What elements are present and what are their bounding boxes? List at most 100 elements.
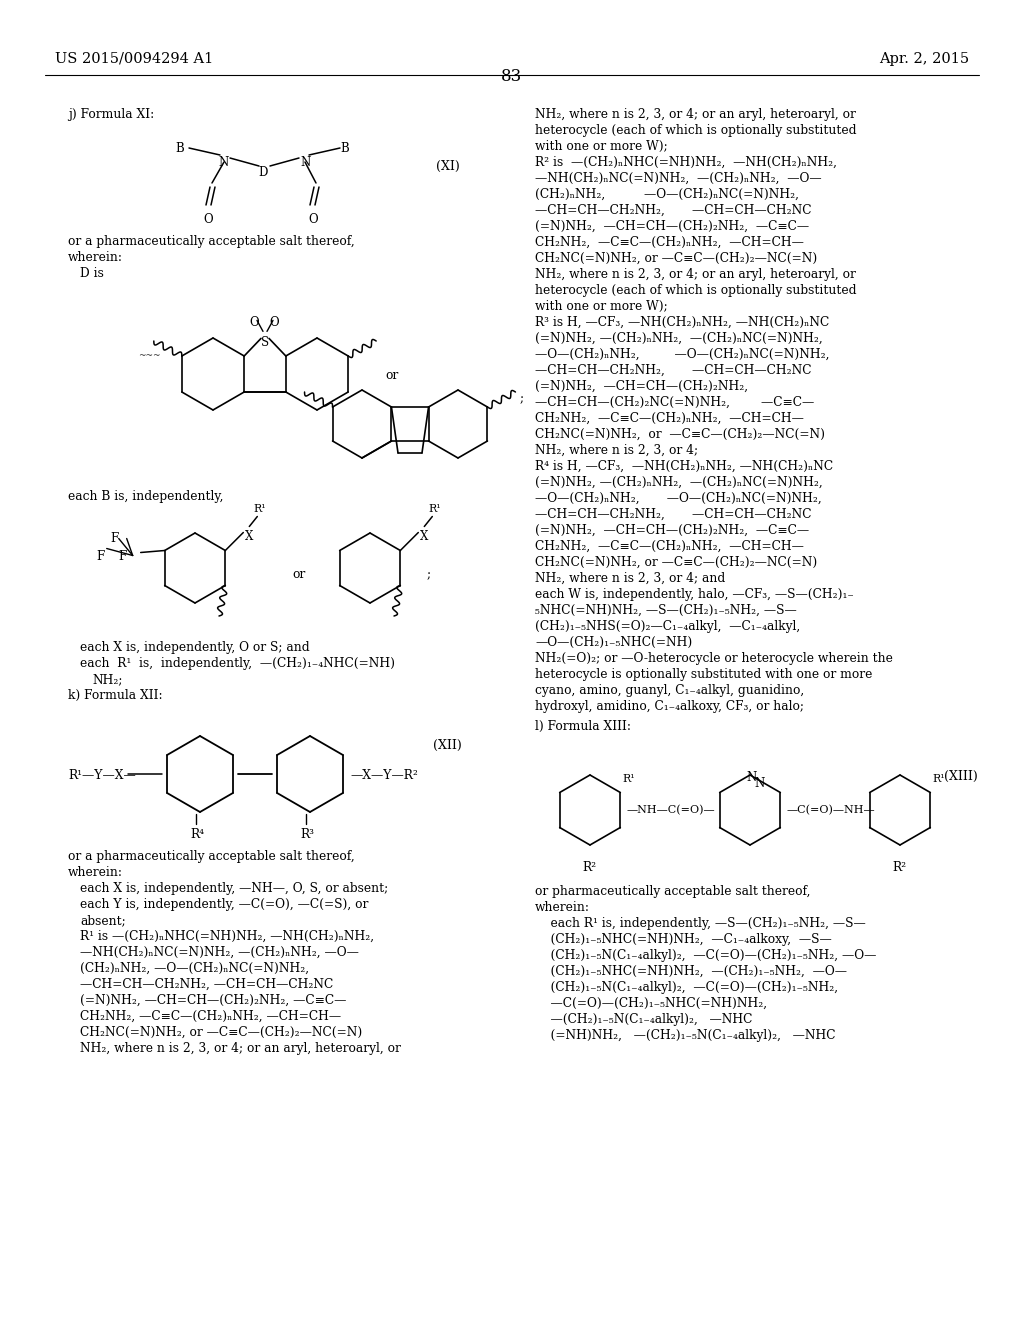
- Text: X: X: [420, 531, 429, 544]
- Text: R³ is H, —CF₃, —NH(CH₂)ₙNH₂, —NH(CH₂)ₙNC: R³ is H, —CF₃, —NH(CH₂)ₙNH₂, —NH(CH₂)ₙNC: [535, 315, 829, 329]
- Text: —O—(CH₂)ₙNH₂,         —O—(CH₂)ₙNC(=N)NH₂,: —O—(CH₂)ₙNH₂, —O—(CH₂)ₙNC(=N)NH₂,: [535, 348, 829, 360]
- Text: R¹: R¹: [253, 504, 266, 515]
- Text: R²: R²: [892, 861, 906, 874]
- Text: heterocycle (each of which is optionally substituted: heterocycle (each of which is optionally…: [535, 124, 856, 137]
- Text: NH₂, where n is 2, 3, or 4; or an aryl, heteroaryl, or: NH₂, where n is 2, 3, or 4; or an aryl, …: [80, 1041, 400, 1055]
- Text: with one or more W);: with one or more W);: [535, 300, 668, 313]
- Text: CH₂NC(=N)NH₂, or —C≡C—(CH₂)₂—NC(=N): CH₂NC(=N)NH₂, or —C≡C—(CH₂)₂—NC(=N): [80, 1026, 362, 1039]
- Text: —NH—C(=O)—: —NH—C(=O)—: [627, 805, 716, 816]
- Text: N: N: [746, 771, 757, 784]
- Text: each B is, independently,: each B is, independently,: [68, 490, 223, 503]
- Text: R¹—Y—X—: R¹—Y—X—: [68, 770, 136, 781]
- Text: j) Formula XI:: j) Formula XI:: [68, 108, 155, 121]
- Text: each R¹ is, independently, —S—(CH₂)₁₋₅NH₂, —S—: each R¹ is, independently, —S—(CH₂)₁₋₅NH…: [535, 917, 865, 931]
- Text: wherein:: wherein:: [535, 902, 590, 913]
- Text: —X—Y—R²: —X—Y—R²: [350, 770, 418, 781]
- Text: F: F: [111, 532, 119, 545]
- Text: (=N)NH₂, —CH=CH—(CH₂)₂NH₂, —C≡C—: (=N)NH₂, —CH=CH—(CH₂)₂NH₂, —C≡C—: [80, 994, 346, 1007]
- Text: S: S: [261, 337, 269, 350]
- Text: R⁴ is H, —CF₃,  —NH(CH₂)ₙNH₂, —NH(CH₂)ₙNC: R⁴ is H, —CF₃, —NH(CH₂)ₙNH₂, —NH(CH₂)ₙNC: [535, 459, 834, 473]
- Text: —CH=CH—CH₂NH₂,       —CH=CH—CH₂NC: —CH=CH—CH₂NH₂, —CH=CH—CH₂NC: [535, 205, 811, 216]
- Text: with one or more W);: with one or more W);: [535, 140, 668, 153]
- Text: (CH₂)₁₋₅NHC(=NH)NH₂,  —C₁₋₄alkoxy,  —S—: (CH₂)₁₋₅NHC(=NH)NH₂, —C₁₋₄alkoxy, —S—: [535, 933, 831, 946]
- Text: X: X: [246, 531, 254, 544]
- Text: each Y is, independently, —C(=O), —C(=S), or: each Y is, independently, —C(=O), —C(=S)…: [80, 898, 369, 911]
- Text: NH₂, where n is 2, 3, or 4; or an aryl, heteroaryl, or: NH₂, where n is 2, 3, or 4; or an aryl, …: [535, 268, 856, 281]
- Text: O: O: [269, 317, 279, 330]
- Text: (XII): (XII): [433, 739, 462, 752]
- Text: (=N)NH₂, —(CH₂)ₙNH₂,  —(CH₂)ₙNC(=N)NH₂,: (=N)NH₂, —(CH₂)ₙNH₂, —(CH₂)ₙNC(=N)NH₂,: [535, 477, 822, 488]
- Text: or a pharmaceutically acceptable salt thereof,: or a pharmaceutically acceptable salt th…: [68, 235, 354, 248]
- Text: —O—(CH₂)ₙNH₂,       —O—(CH₂)ₙNC(=N)NH₂,: —O—(CH₂)ₙNH₂, —O—(CH₂)ₙNC(=N)NH₂,: [535, 492, 821, 506]
- Text: R³: R³: [300, 828, 314, 841]
- Text: NH₂;: NH₂;: [92, 673, 123, 686]
- Text: B: B: [175, 143, 183, 154]
- Text: or: or: [292, 568, 305, 581]
- Text: R¹ is —(CH₂)ₙNHC(=NH)NH₂, —NH(CH₂)ₙNH₂,: R¹ is —(CH₂)ₙNHC(=NH)NH₂, —NH(CH₂)ₙNH₂,: [80, 931, 374, 942]
- Text: (CH₂)ₙNH₂, —O—(CH₂)ₙNC(=N)NH₂,: (CH₂)ₙNH₂, —O—(CH₂)ₙNC(=N)NH₂,: [80, 962, 309, 975]
- Text: US 2015/0094294 A1: US 2015/0094294 A1: [55, 51, 213, 66]
- Text: Apr. 2, 2015: Apr. 2, 2015: [879, 51, 969, 66]
- Text: —C(=O)—(CH₂)₁₋₅NHC(=NH)NH₂,: —C(=O)—(CH₂)₁₋₅NHC(=NH)NH₂,: [535, 997, 767, 1010]
- Text: wherein:: wherein:: [68, 251, 123, 264]
- Text: N: N: [754, 777, 764, 789]
- Text: O: O: [203, 213, 213, 226]
- Text: ~~~: ~~~: [138, 351, 161, 360]
- Text: absent;: absent;: [80, 913, 126, 927]
- Text: D is: D is: [80, 267, 103, 280]
- Text: (=N)NH₂, —(CH₂)ₙNH₂,  —(CH₂)ₙNC(=N)NH₂,: (=N)NH₂, —(CH₂)ₙNH₂, —(CH₂)ₙNC(=N)NH₂,: [535, 333, 822, 345]
- Text: R¹: R¹: [932, 775, 945, 784]
- Text: CH₂NC(=N)NH₂,  or  —C≡C—(CH₂)₂—NC(=N): CH₂NC(=N)NH₂, or —C≡C—(CH₂)₂—NC(=N): [535, 428, 825, 441]
- Text: —CH=CH—CH₂NH₂,       —CH=CH—CH₂NC: —CH=CH—CH₂NH₂, —CH=CH—CH₂NC: [535, 364, 811, 378]
- Text: heterocycle (each of which is optionally substituted: heterocycle (each of which is optionally…: [535, 284, 856, 297]
- Text: (CH₂)₁₋₅NHC(=NH)NH₂,  —(CH₂)₁₋₅NH₂,  —O—: (CH₂)₁₋₅NHC(=NH)NH₂, —(CH₂)₁₋₅NH₂, —O—: [535, 965, 847, 978]
- Text: CH₂NH₂,  —C≡C—(CH₂)ₙNH₂,  —CH=CH—: CH₂NH₂, —C≡C—(CH₂)ₙNH₂, —CH=CH—: [535, 236, 804, 249]
- Text: F: F: [96, 550, 104, 564]
- Text: R² is  —(CH₂)ₙNHC(=NH)NH₂,  —NH(CH₂)ₙNH₂,: R² is —(CH₂)ₙNHC(=NH)NH₂, —NH(CH₂)ₙNH₂,: [535, 156, 837, 169]
- Text: NH₂(=O)₂; or —O-heterocycle or heterocycle wherein the: NH₂(=O)₂; or —O-heterocycle or heterocyc…: [535, 652, 893, 665]
- Text: or: or: [385, 370, 398, 381]
- Text: ;: ;: [427, 568, 431, 581]
- Text: (XI): (XI): [436, 160, 460, 173]
- Text: (XIII): (XIII): [944, 770, 978, 783]
- Text: l) Formula XIII:: l) Formula XIII:: [535, 719, 631, 733]
- Text: 83: 83: [502, 69, 522, 84]
- Text: or pharmaceutically acceptable salt thereof,: or pharmaceutically acceptable salt ther…: [535, 884, 811, 898]
- Text: (CH₂)₁₋₅N(C₁₋₄alkyl)₂,  —C(=O)—(CH₂)₁₋₅NH₂, —O—: (CH₂)₁₋₅N(C₁₋₄alkyl)₂, —C(=O)—(CH₂)₁₋₅NH…: [535, 949, 877, 962]
- Text: NH₂, where n is 2, 3, or 4; and: NH₂, where n is 2, 3, or 4; and: [535, 572, 725, 585]
- Text: cyano, amino, guanyl, C₁₋₄alkyl, guanidino,: cyano, amino, guanyl, C₁₋₄alkyl, guanidi…: [535, 684, 804, 697]
- Text: D: D: [258, 166, 267, 180]
- Text: —CH=CH—CH₂NH₂,       —CH=CH—CH₂NC: —CH=CH—CH₂NH₂, —CH=CH—CH₂NC: [535, 508, 811, 521]
- Text: CH₂NH₂,  —C≡C—(CH₂)ₙNH₂,  —CH=CH—: CH₂NH₂, —C≡C—(CH₂)ₙNH₂, —CH=CH—: [535, 412, 804, 425]
- Text: each X is, independently, —NH—, O, S, or absent;: each X is, independently, —NH—, O, S, or…: [80, 882, 388, 895]
- Text: O: O: [249, 317, 259, 330]
- Text: or a pharmaceutically acceptable salt thereof,: or a pharmaceutically acceptable salt th…: [68, 850, 354, 863]
- Text: —CH=CH—CH₂NH₂, —CH=CH—CH₂NC: —CH=CH—CH₂NH₂, —CH=CH—CH₂NC: [80, 978, 333, 991]
- Text: CH₂NC(=N)NH₂, or —C≡C—(CH₂)₂—NC(=N): CH₂NC(=N)NH₂, or —C≡C—(CH₂)₂—NC(=N): [535, 252, 817, 265]
- Text: F: F: [119, 550, 127, 564]
- Text: (=NH)NH₂,   —(CH₂)₁₋₅N(C₁₋₄alkyl)₂,   —NHC: (=NH)NH₂, —(CH₂)₁₋₅N(C₁₋₄alkyl)₂, —NHC: [535, 1030, 836, 1041]
- Text: N: N: [300, 156, 310, 169]
- Text: each X is, independently, O or S; and: each X is, independently, O or S; and: [80, 642, 309, 653]
- Text: B: B: [340, 143, 349, 154]
- Text: ₅NHC(=NH)NH₂, —S—(CH₂)₁₋₅NH₂, —S—: ₅NHC(=NH)NH₂, —S—(CH₂)₁₋₅NH₂, —S—: [535, 605, 797, 616]
- Text: R¹: R¹: [428, 504, 441, 515]
- Text: ;: ;: [519, 392, 523, 405]
- Text: R⁴: R⁴: [190, 828, 204, 841]
- Text: N: N: [218, 156, 228, 169]
- Text: (CH₂)₁₋₅NHS(=O)₂—C₁₋₄alkyl,  —C₁₋₄alkyl,: (CH₂)₁₋₅NHS(=O)₂—C₁₋₄alkyl, —C₁₋₄alkyl,: [535, 620, 800, 634]
- Text: each W is, independently, halo, —CF₃, —S—(CH₂)₁₋: each W is, independently, halo, —CF₃, —S…: [535, 587, 854, 601]
- Text: k) Formula XII:: k) Formula XII:: [68, 689, 163, 702]
- Text: (CH₂)₁₋₅N(C₁₋₄alkyl)₂,  —C(=O)—(CH₂)₁₋₅NH₂,: (CH₂)₁₋₅N(C₁₋₄alkyl)₂, —C(=O)—(CH₂)₁₋₅NH…: [535, 981, 838, 994]
- Text: NH₂, where n is 2, 3, or 4; or an aryl, heteroaryl, or: NH₂, where n is 2, 3, or 4; or an aryl, …: [535, 108, 856, 121]
- Text: NH₂, where n is 2, 3, or 4;: NH₂, where n is 2, 3, or 4;: [535, 444, 698, 457]
- Text: CH₂NC(=N)NH₂, or —C≡C—(CH₂)₂—NC(=N): CH₂NC(=N)NH₂, or —C≡C—(CH₂)₂—NC(=N): [535, 556, 817, 569]
- Text: (=N)NH₂,  —CH=CH—(CH₂)₂NH₂,  —C≡C—: (=N)NH₂, —CH=CH—(CH₂)₂NH₂, —C≡C—: [535, 220, 809, 234]
- Text: hydroxyl, amidino, C₁₋₄alkoxy, CF₃, or halo;: hydroxyl, amidino, C₁₋₄alkoxy, CF₃, or h…: [535, 700, 804, 713]
- Text: —NH(CH₂)ₙNC(=N)NH₂, —(CH₂)ₙNH₂, —O—: —NH(CH₂)ₙNC(=N)NH₂, —(CH₂)ₙNH₂, —O—: [80, 946, 358, 960]
- Text: O: O: [308, 213, 317, 226]
- Text: —CH=CH—(CH₂)₂NC(=N)NH₂,        —C≡C—: —CH=CH—(CH₂)₂NC(=N)NH₂, —C≡C—: [535, 396, 814, 409]
- Text: heterocycle is optionally substituted with one or more: heterocycle is optionally substituted wi…: [535, 668, 872, 681]
- Text: —(CH₂)₁₋₅N(C₁₋₄alkyl)₂,   —NHC: —(CH₂)₁₋₅N(C₁₋₄alkyl)₂, —NHC: [535, 1012, 753, 1026]
- Text: —C(=O)—NH—: —C(=O)—NH—: [787, 805, 876, 816]
